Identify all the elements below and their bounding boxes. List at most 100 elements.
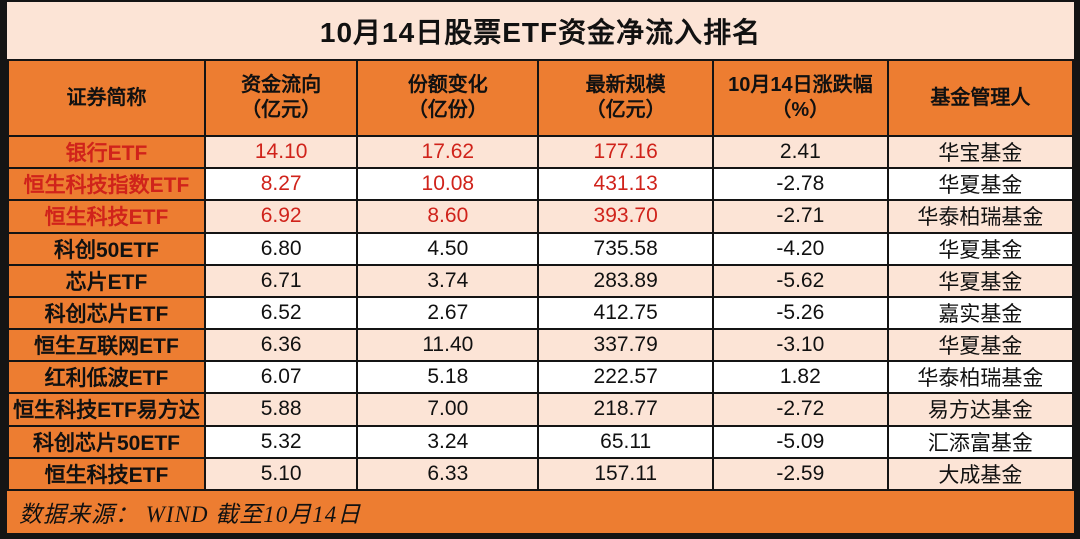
cell-fund-manager: 大成基金 [886, 456, 1075, 492]
cell-fund-flow: 5.32 [204, 424, 359, 459]
cell-latest-scale: 431.13 [537, 167, 714, 202]
cell-fund-manager: 华夏基金 [886, 263, 1075, 298]
cell-share-change: 6.33 [356, 456, 540, 492]
cell-latest-scale: 222.57 [537, 360, 714, 395]
col-header-label: 基金管理人 [930, 86, 1031, 109]
table-row: 芯片ETF 6.71 3.74 283.89 -5.62 华夏基金 [6, 263, 1075, 298]
cell-latest-scale: 393.70 [537, 199, 714, 234]
cell-security-name: 科创芯片50ETF [6, 424, 207, 459]
col-header-change-pct: 10月14日涨跌幅 （%） [712, 59, 889, 137]
col-header-share-change: 份额变化 （亿份） [356, 59, 540, 137]
col-header-scale: 最新规模 （亿元） [537, 59, 714, 137]
cell-security-name: 红利低波ETF [6, 360, 207, 395]
cell-fund-manager: 华夏基金 [886, 167, 1075, 202]
cell-change-pct: -5.26 [712, 295, 889, 331]
cell-fund-flow: 14.10 [204, 134, 359, 170]
table-row: 恒生互联网ETF 6.36 11.40 337.79 -3.10 华夏基金 [6, 328, 1075, 363]
cell-share-change: 3.24 [356, 424, 540, 459]
cell-fund-manager: 汇添富基金 [886, 424, 1075, 459]
table-header: 证券简称 资金流向 （亿元） 份额变化 （亿份） 最新规模 （亿元） 10月14… [6, 59, 1075, 137]
cell-latest-scale: 283.89 [537, 263, 714, 298]
cell-latest-scale: 157.11 [537, 456, 714, 492]
col-header-unit: （亿元） [241, 99, 322, 121]
cell-security-name: 芯片ETF [6, 263, 207, 298]
cell-share-change: 11.40 [356, 328, 540, 363]
cell-latest-scale: 218.77 [537, 392, 714, 427]
cell-security-name: 恒生科技ETF [6, 456, 207, 492]
cell-latest-scale: 177.16 [537, 134, 714, 170]
cell-share-change: 17.62 [356, 134, 540, 170]
cell-share-change: 2.67 [356, 295, 540, 331]
col-header-label: 证券简称 [66, 86, 147, 109]
cell-security-name: 银行ETF [6, 134, 207, 170]
col-header-unit: （亿元） [585, 99, 666, 121]
cell-change-pct: -5.09 [712, 424, 889, 459]
col-header-flow: 资金流向 （亿元） [204, 59, 359, 137]
cell-fund-flow: 6.92 [204, 199, 359, 234]
cell-share-change: 5.18 [356, 360, 540, 395]
title-bar: 10月14日股票ETF资金净流入排名 [7, 2, 1074, 59]
cell-security-name: 科创50ETF [6, 231, 207, 266]
cell-share-change: 7.00 [356, 392, 540, 427]
cell-change-pct: 2.41 [712, 134, 889, 170]
col-header-manager: 基金管理人 [886, 59, 1075, 137]
cell-security-name: 恒生科技ETF [6, 199, 207, 234]
cell-fund-flow: 5.88 [204, 392, 359, 427]
cell-fund-flow: 6.07 [204, 360, 359, 395]
cell-share-change: 3.74 [356, 263, 540, 298]
data-source-note: 数据来源： WIND 截至10月14日 [19, 502, 362, 527]
cell-change-pct: -2.59 [712, 456, 889, 492]
cell-share-change: 4.50 [356, 231, 540, 266]
cell-change-pct: -2.72 [712, 392, 889, 427]
col-header-label: 资金流向 [241, 74, 322, 96]
cell-security-name: 科创芯片ETF [6, 295, 207, 331]
col-header-unit: （%） [771, 99, 830, 121]
cell-fund-flow: 6.36 [204, 328, 359, 363]
table-row: 恒生科技ETF 5.10 6.33 157.11 -2.59 大成基金 [6, 456, 1075, 492]
col-header-label: 10月14日涨跌幅 [728, 74, 873, 96]
col-header-unit: （亿份） [407, 99, 488, 121]
cell-fund-manager: 华宝基金 [886, 134, 1075, 170]
cell-security-name: 恒生科技ETF易方达 [6, 392, 207, 427]
etf-table: 证券简称 资金流向 （亿元） 份额变化 （亿份） 最新规模 （亿元） 10月14… [6, 59, 1075, 492]
cell-change-pct: -2.71 [712, 199, 889, 234]
cell-fund-flow: 5.10 [204, 456, 359, 492]
cell-fund-flow: 8.27 [204, 167, 359, 202]
cell-fund-manager: 嘉实基金 [886, 295, 1075, 331]
cell-security-name: 恒生科技指数ETF [6, 167, 207, 202]
footer-bar: 数据来源： WIND 截至10月14日 [7, 491, 1074, 533]
cell-fund-flow: 6.71 [204, 263, 359, 298]
header-row: 证券简称 资金流向 （亿元） 份额变化 （亿份） 最新规模 （亿元） 10月14… [6, 59, 1075, 137]
etf-table-body: 银行ETF 14.10 17.62 177.16 2.41 华宝基金 恒生科技指数ETF 8.… [6, 134, 1075, 492]
cell-latest-scale: 337.79 [537, 328, 714, 363]
col-header-name: 证券简称 [6, 59, 207, 137]
table-row: 恒生科技指数ETF 8.27 10.08 431.13 -2.78 华夏基金 [6, 167, 1075, 202]
cell-share-change: 10.08 [356, 167, 540, 202]
col-header-label: 份额变化 [407, 74, 488, 96]
cell-fund-flow: 6.80 [204, 231, 359, 266]
table-row: 科创芯片ETF 6.52 2.67 412.75 -5.26 嘉实基金 [6, 295, 1075, 331]
table-row: 科创芯片50ETF 5.32 3.24 65.11 -5.09 汇添富基金 [6, 424, 1075, 459]
cell-fund-flow: 6.52 [204, 295, 359, 331]
cell-fund-manager: 华夏基金 [886, 231, 1075, 266]
table-row: 恒生科技ETF易方达 5.88 7.00 218.77 -2.72 易方达基金 [6, 392, 1075, 427]
cell-latest-scale: 412.75 [537, 295, 714, 331]
cell-fund-manager: 华泰柏瑞基金 [886, 199, 1075, 234]
cell-fund-manager: 华夏基金 [886, 328, 1075, 363]
cell-change-pct: -4.20 [712, 231, 889, 266]
cell-change-pct: -5.62 [712, 263, 889, 298]
table-row: 银行ETF 14.10 17.62 177.16 2.41 华宝基金 [6, 134, 1075, 170]
cell-change-pct: 1.82 [712, 360, 889, 395]
cell-latest-scale: 735.58 [537, 231, 714, 266]
table-row: 恒生科技ETF 6.92 8.60 393.70 -2.71 华泰柏瑞基金 [6, 199, 1075, 234]
cell-change-pct: -2.78 [712, 167, 889, 202]
cell-change-pct: -3.10 [712, 328, 889, 363]
cell-fund-manager: 华泰柏瑞基金 [886, 360, 1075, 395]
col-header-label: 最新规模 [585, 74, 666, 96]
cell-latest-scale: 65.11 [537, 424, 714, 459]
cell-security-name: 恒生互联网ETF [6, 328, 207, 363]
table-row: 红利低波ETF 6.07 5.18 222.57 1.82 华泰柏瑞基金 [6, 360, 1075, 395]
page-title: 10月14日股票ETF资金净流入排名 [319, 16, 762, 48]
table-row: 科创50ETF 6.80 4.50 735.58 -4.20 华夏基金 [6, 231, 1075, 266]
